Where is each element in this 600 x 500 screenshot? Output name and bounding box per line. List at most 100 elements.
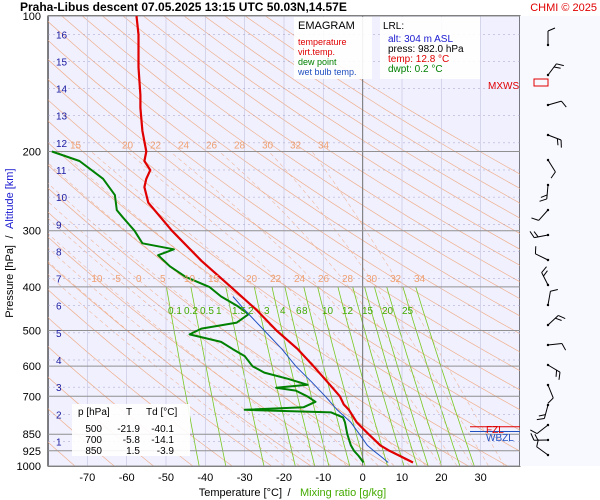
wind-barb-flag [538, 414, 546, 417]
moist-adiabat [268, 151, 489, 466]
series-layer [51, 16, 414, 464]
series-wet-bulb-temp-line [232, 296, 389, 463]
wind-barb-flag [530, 429, 538, 435]
y-tick-label: 500 [23, 326, 41, 338]
station-altitude: alt: 304 m ASL [388, 34, 453, 45]
wind-barb-icon [541, 266, 550, 287]
station-box-bg [380, 17, 480, 79]
wbzl-marker: WBZL [486, 433, 514, 444]
level-table-header-t: T [126, 407, 132, 418]
legend-title: EMAGRAM [298, 20, 355, 32]
wind-barb-flag [558, 314, 566, 319]
level-table-cell: 700 [85, 435, 102, 446]
y-axis-label: Pressure [hPa] / Altitude [km] [4, 168, 16, 317]
copyright-label: CHMI © 2025 [530, 2, 597, 14]
dry-adiabat [48, 59, 520, 391]
wind-barb-staff [547, 343, 562, 346]
wind-barb-icon [530, 433, 550, 442]
altitude-label: 3 [56, 383, 62, 394]
x-tick-label: -40 [197, 472, 213, 484]
wind-barb-icon [529, 231, 550, 239]
wind-barb-flag [556, 138, 559, 146]
altitude-label: 1 [56, 437, 62, 448]
legend: EMAGRAM temperature virt.temp. dew point… [294, 17, 372, 79]
isotherm-label: 15 [70, 140, 82, 151]
wind-barb-flag [558, 372, 561, 380]
isotherm-label: 28 [234, 140, 246, 151]
dry-adiabat [224, 16, 520, 204]
dry-adiabat [48, 79, 520, 411]
dry-adiabat [163, 16, 520, 250]
x-tick-label: -20 [276, 472, 292, 484]
wind-barb-staff [547, 63, 557, 76]
wind-barb-staff [547, 315, 559, 326]
station-box-title: LRL: [383, 21, 404, 32]
level-table-cell: -3.9 [157, 446, 175, 457]
isotherm-label: 28 [342, 274, 354, 285]
wind-barb-flag [540, 194, 548, 198]
isotherm-label: 24 [294, 274, 306, 285]
mixing-ratio-label: 3 [264, 306, 270, 317]
wind-barb-dot [546, 323, 550, 327]
mixing-ratio-label: 12 [342, 306, 354, 317]
moist-adiabat [48, 233, 332, 466]
wind-barb-dot [546, 303, 550, 307]
wind-barb-staff [547, 134, 562, 141]
wind-barb-flag [556, 63, 564, 67]
x-axis-label-temperature: Temperature [°C] [199, 487, 282, 499]
wind-barb-flag [534, 433, 539, 441]
level-table-cell: -5.8 [123, 435, 141, 446]
mixing-ratio-label: 1 [216, 306, 222, 317]
wind-barbs [529, 27, 567, 457]
mxws-marker: MXWS [488, 81, 519, 92]
isotherm-label: 20 [246, 274, 258, 285]
altitude-label: 13 [56, 112, 68, 123]
isotherm-label: 20 [122, 140, 134, 151]
legend-item-temperature: temperature [298, 37, 347, 47]
isotherm-label: -10 [88, 274, 103, 285]
x-tick-label: -10 [315, 472, 331, 484]
mixing-ratio-label: 0.2 [184, 306, 198, 317]
dry-adiabat [183, 16, 520, 234]
series-dew-point-line [51, 150, 365, 464]
wind-barb-staff [546, 184, 549, 199]
wind-barb-staff [534, 234, 549, 239]
x-tick-label: 20 [435, 472, 447, 484]
wind-barb-icon [546, 288, 558, 307]
wind-barb-icon [546, 27, 556, 47]
station-box: LRL: alt: 304 m ASL press: 982.0 hPa tem… [380, 17, 480, 79]
dry-adiabat [82, 16, 520, 317]
level-table-cell: -40.1 [151, 424, 174, 435]
wind-barb-staff [541, 272, 549, 286]
y-tick-label: 200 [23, 146, 41, 158]
wind-barb-flag [550, 171, 556, 179]
wind-barb-dot [546, 258, 550, 262]
level-table-cell: 1.5 [126, 446, 140, 457]
isotherm-label: 34 [414, 274, 426, 285]
wind-barb-dot [546, 133, 550, 137]
wind-barb-staff [535, 253, 549, 261]
wind-barb-flag [534, 246, 537, 254]
altitude-label: 12 [56, 139, 68, 150]
wind-panel [520, 16, 600, 466]
wind-barb-icon [546, 158, 556, 179]
level-table-cell: 850 [85, 446, 102, 457]
y-tick-label: 850 [23, 429, 41, 441]
isotherm-label: -5 [112, 274, 121, 285]
mixing-ratio-label: 6 [296, 306, 302, 317]
y-tick-label: 300 [23, 226, 41, 238]
legend-item-dew-point: dew point [298, 57, 337, 67]
moist-adiabat [90, 151, 426, 466]
altitude-label: 9 [56, 220, 62, 231]
wind-barb-flag [547, 397, 554, 404]
wind-barb-icon [534, 246, 550, 262]
wind-barb-staff [547, 364, 561, 373]
x-tick-label: -30 [237, 472, 253, 484]
wind-barb-staff [547, 384, 554, 399]
fzl-marker: FZL [486, 425, 504, 436]
mixing-ratio-label: 0.5 [200, 306, 214, 317]
altitude-label: 5 [56, 329, 62, 340]
wind-barb-dot [546, 403, 550, 407]
dry-adiabat [48, 39, 520, 372]
wind-barb-dot [546, 183, 550, 187]
